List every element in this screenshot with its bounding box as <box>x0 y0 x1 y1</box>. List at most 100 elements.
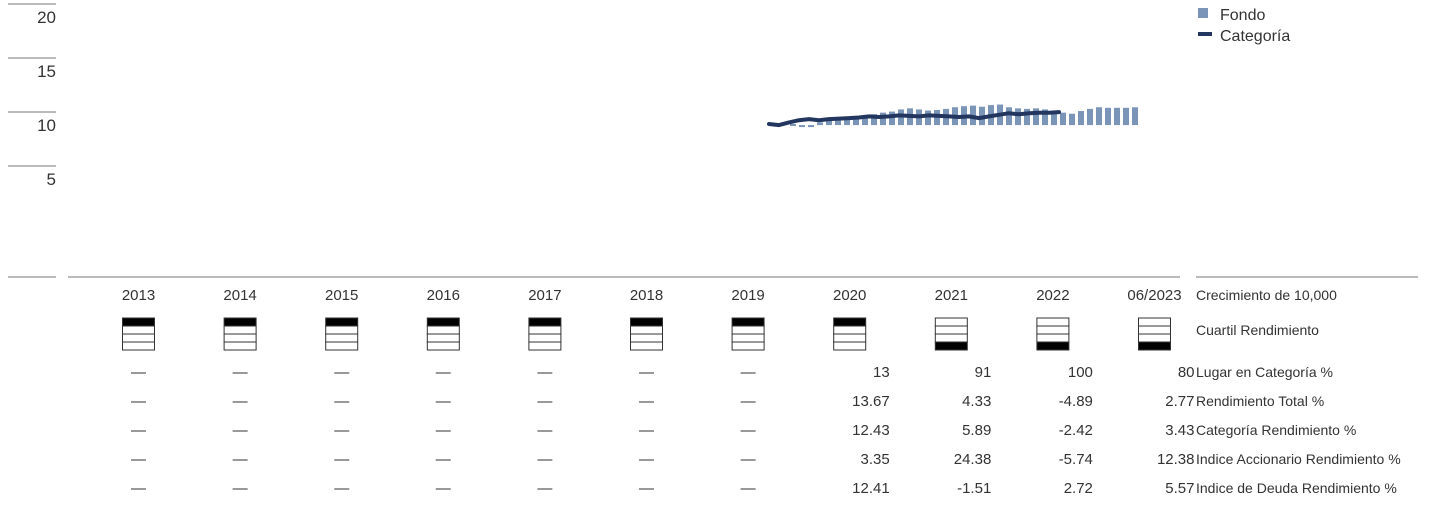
fund-bar <box>862 115 868 126</box>
table-cell: -2.42 <box>1059 422 1093 439</box>
y-tick-label: 10 <box>37 116 56 135</box>
table-cell: 12.38 <box>1157 451 1195 468</box>
legend-category-swatch <box>1198 32 1212 36</box>
year-label: 2016 <box>427 287 460 304</box>
row-label: Categoría Rendimiento % <box>1196 422 1356 438</box>
fund-bar <box>808 125 814 128</box>
quartile-segment <box>833 317 867 327</box>
fund-bar <box>1105 107 1111 126</box>
plot-area <box>8 104 1418 278</box>
fund-bar <box>871 114 877 126</box>
fund-bar <box>799 125 805 128</box>
table-cell: 24.38 <box>954 451 992 468</box>
row-label: Indice de Deuda Rendimiento % <box>1196 480 1397 496</box>
quartile-box <box>1138 317 1171 351</box>
quartile-segment <box>630 333 663 343</box>
table-cell: 5.89 <box>962 422 991 439</box>
quartile-segment <box>122 341 155 351</box>
quartile-box <box>1036 317 1070 351</box>
table-cell: — <box>537 393 552 410</box>
fund-bar <box>925 110 931 126</box>
fund-bar <box>1015 108 1021 126</box>
quartile-box <box>731 317 765 351</box>
table-cell: — <box>436 393 451 410</box>
table-cell: — <box>131 393 146 410</box>
table-cell: — <box>741 393 756 410</box>
fund-bar <box>1087 108 1093 126</box>
quartile-segment <box>122 317 155 327</box>
legend-fund-label: Fondo <box>1220 7 1265 24</box>
row-label: Indice Accionario Rendimiento % <box>1196 451 1401 467</box>
fund-bar <box>835 118 841 126</box>
year-label: 2018 <box>630 287 663 304</box>
year-label: 2015 <box>325 287 358 304</box>
table-cell: — <box>537 422 552 439</box>
quartile-segment <box>426 333 460 343</box>
quartile-segment <box>1138 317 1171 327</box>
table-cell: 100 <box>1068 364 1093 381</box>
table-cell: — <box>639 393 654 410</box>
quartile-segment <box>223 341 257 351</box>
table-cell: — <box>334 364 349 381</box>
quartile-segment <box>1138 333 1171 343</box>
quartile-segment <box>934 333 968 343</box>
fund-bar <box>1123 107 1129 126</box>
fund-bar <box>1042 109 1048 126</box>
table-cell: — <box>233 451 248 468</box>
quartile-segment <box>630 325 663 335</box>
table-cell: — <box>131 422 146 439</box>
quartile-segment <box>528 317 562 327</box>
row-label: Lugar en Categoría % <box>1196 364 1333 380</box>
quartile-segment <box>223 325 257 335</box>
quartile-segment <box>934 341 968 351</box>
quartile-segment <box>528 333 562 343</box>
quartile-segment <box>426 341 460 351</box>
quartile-box <box>223 317 257 351</box>
fund-bar <box>844 116 850 126</box>
quartile-box <box>528 317 562 351</box>
row-label: Crecimiento de 10,000 <box>1196 287 1337 303</box>
quartile-segment <box>934 325 968 335</box>
year-label: 2020 <box>833 287 866 304</box>
year-label: 2014 <box>223 287 256 304</box>
year-label: 2021 <box>935 287 968 304</box>
table-cell: -5.74 <box>1059 451 1093 468</box>
table-cell: — <box>131 364 146 381</box>
quartile-segment <box>325 333 359 343</box>
category-line <box>767 110 1061 128</box>
quartile-segment <box>833 333 867 343</box>
table-cell: 13 <box>873 364 890 381</box>
quartile-segment <box>630 341 663 351</box>
y-tick-label: 15 <box>37 62 56 81</box>
quartile-segment <box>1036 333 1070 343</box>
quartile-segment <box>528 325 562 335</box>
quartile-segment <box>528 341 562 351</box>
table-cell: 91 <box>975 364 992 381</box>
table-cell: — <box>537 364 552 381</box>
year-label: 2013 <box>122 287 155 304</box>
quartile-segment <box>426 325 460 335</box>
table-cell: 3.43 <box>1165 422 1194 439</box>
table-cell: — <box>436 422 451 439</box>
table-cell: — <box>334 393 349 410</box>
row-label: Rendimiento Total % <box>1196 393 1324 409</box>
quartile-box <box>325 317 359 351</box>
table-cell: — <box>334 422 349 439</box>
quartile-segment <box>833 325 867 335</box>
quartile-segment <box>731 325 765 335</box>
table-cell: 2.72 <box>1064 480 1093 497</box>
fund-bar <box>1078 111 1084 126</box>
table-cell: — <box>233 364 248 381</box>
row-label: Cuartil Rendimiento <box>1196 322 1319 338</box>
table-cell: -1.51 <box>957 480 991 497</box>
y-axis: 20 15 10 5 <box>8 3 56 189</box>
quartile-segment <box>325 325 359 335</box>
fund-bar <box>817 122 823 126</box>
quartile-segment <box>122 333 155 343</box>
quartile-box <box>426 317 460 351</box>
table-cell: — <box>233 422 248 439</box>
fund-bar <box>880 112 886 126</box>
y-tick-label: 20 <box>37 8 56 27</box>
year-label: 2019 <box>731 287 764 304</box>
